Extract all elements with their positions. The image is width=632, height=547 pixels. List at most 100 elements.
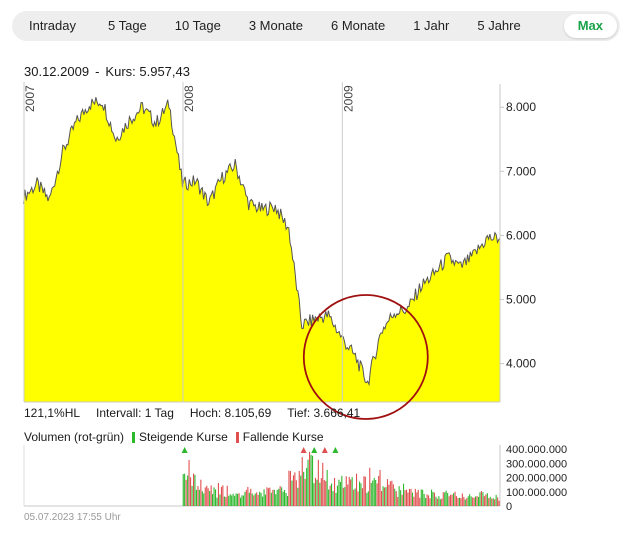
volume-bar-rising	[275, 494, 277, 506]
volume-bar-falling	[483, 496, 485, 506]
volume-bar-falling	[428, 495, 430, 506]
tab-5-tage[interactable]: 5 Tage	[107, 18, 147, 33]
volume-bar-falling	[460, 498, 462, 506]
stat-hl: 121,1%HL	[24, 406, 81, 420]
volume-bar-rising	[312, 455, 314, 506]
volume-bar-rising	[439, 499, 441, 506]
tab-1-jahr[interactable]: 1 Jahr	[413, 18, 450, 33]
tab-6-monate[interactable]: 6 Monate	[331, 18, 386, 33]
volume-bar-falling	[451, 494, 453, 506]
year-label-2008: 2008	[182, 85, 196, 112]
volume-bar-falling	[220, 486, 222, 506]
volume-bar-rising	[307, 459, 309, 506]
volume-bar-rising	[242, 495, 244, 506]
volume-bar-falling	[226, 485, 228, 506]
falling-swatch	[235, 431, 239, 443]
volume-bar-falling	[314, 477, 316, 506]
volume-bar-rising	[326, 470, 328, 506]
volume-bar-rising	[492, 498, 494, 506]
volume-bar-rising	[259, 491, 261, 506]
y-tick-label: 8.000	[506, 100, 536, 114]
volume-bar-falling	[389, 481, 391, 506]
volume-bar-rising	[444, 492, 446, 506]
volume-bar-rising	[282, 491, 284, 506]
price-line	[23, 97, 501, 387]
volume-bar-rising	[328, 489, 330, 506]
volume-bar-rising	[372, 480, 374, 506]
volume-bar-rising	[336, 485, 338, 506]
volume-bar-falling	[454, 491, 456, 506]
volume-bar-rising	[260, 492, 262, 506]
volume-bar-falling	[491, 498, 493, 506]
tab-3-monate[interactable]: 3 Monate	[248, 18, 304, 33]
volume-bar-falling	[197, 486, 199, 506]
volume-bar-rising	[201, 491, 203, 506]
volume-bar-falling	[436, 498, 438, 506]
volume-bar-rising	[370, 483, 372, 506]
volume-bar-rising	[453, 493, 455, 506]
volume-bar-falling	[193, 473, 195, 506]
volume-bar-falling	[378, 475, 380, 506]
volume-bar-rising	[351, 477, 353, 506]
volume-bar-rising	[438, 496, 440, 506]
volume-bar-falling	[206, 485, 208, 506]
volume-bar-falling	[298, 471, 300, 506]
volume-bar-falling	[238, 493, 240, 506]
tab-intraday[interactable]: Intraday	[29, 18, 76, 33]
volume-bar-rising	[332, 491, 334, 506]
volume-bar-falling	[267, 488, 269, 506]
volume-bar-falling	[357, 491, 359, 506]
volume-legend-falling: Fallende Kurse	[242, 430, 324, 444]
volume-bar-rising	[278, 488, 280, 506]
volume-bar-rising	[470, 496, 472, 506]
volume-bar-rising	[495, 494, 497, 506]
volume-bar-falling	[369, 467, 371, 506]
volume-bar-falling	[450, 494, 452, 506]
volume-bar-rising	[209, 491, 211, 506]
volume-bar-rising	[235, 493, 237, 506]
overflow-arrow-icon	[321, 447, 328, 453]
stat-interval: Intervall: 1 Tag	[96, 406, 174, 420]
volume-bar-falling	[200, 479, 202, 506]
tab-10-tage[interactable]: 10 Tage	[174, 18, 221, 33]
y-tick-label: 5.000	[506, 292, 536, 306]
volume-bar-rising	[331, 483, 333, 506]
volume-bar-falling	[272, 489, 274, 506]
volume-bar-rising	[273, 489, 275, 506]
volume-bar-rising	[403, 483, 405, 506]
volume-bar-falling	[363, 476, 365, 506]
volume-bar-falling	[304, 478, 306, 506]
volume-bar-falling	[190, 477, 192, 506]
volume-bar-rising	[360, 483, 362, 506]
volume-bar-rising	[187, 475, 189, 506]
volume-bar-rising	[248, 492, 250, 506]
volume-bar-falling	[361, 488, 363, 506]
volume-bar-falling	[494, 499, 496, 506]
volume-bar-falling	[414, 488, 416, 506]
volume-bar-falling	[397, 497, 399, 506]
volume-bar-rising	[359, 481, 361, 506]
tab-5-jahre[interactable]: 5 Jahre	[477, 18, 521, 33]
volume-bar-falling	[498, 500, 500, 506]
volume-bar-rising	[316, 479, 318, 506]
volume-bar-rising	[237, 493, 239, 506]
overflow-arrow-icon	[332, 447, 339, 453]
overflow-arrow-icon	[181, 447, 188, 453]
volume-bar-falling	[266, 487, 268, 506]
volume-bar-falling	[322, 462, 324, 506]
volume-bar-rising	[482, 492, 484, 506]
volume-bar-rising	[479, 492, 481, 506]
year-label-2007: 2007	[23, 85, 37, 112]
vol-tick-label: 0	[506, 501, 512, 513]
tab-max[interactable]: Max	[563, 14, 617, 38]
volume-bar-falling	[325, 481, 327, 506]
volume-bar-falling	[466, 498, 468, 506]
volume-bar-rising	[400, 490, 402, 506]
volume-bar-falling	[222, 485, 224, 506]
volume-bar-falling	[386, 479, 388, 506]
volume-bar-falling	[485, 494, 487, 506]
volume-bar-falling	[391, 480, 393, 506]
volume-bar-rising	[291, 480, 293, 506]
y-tick-label: 7.000	[506, 164, 536, 178]
status-separator: -	[95, 64, 100, 79]
